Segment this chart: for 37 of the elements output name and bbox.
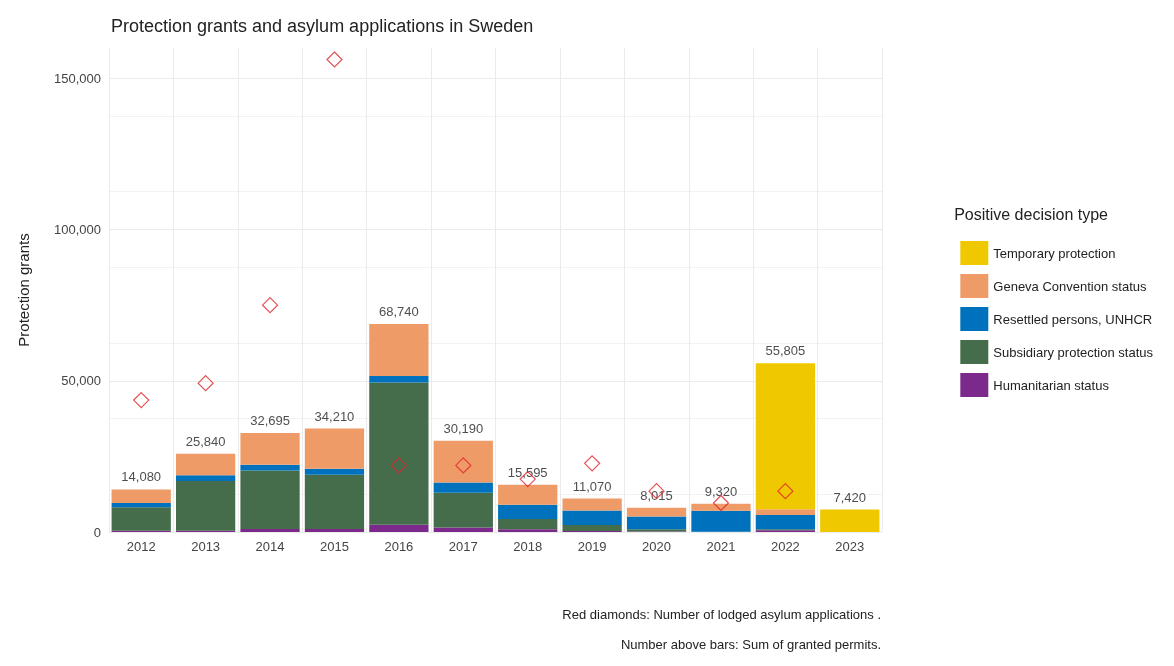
x-tick-label: 2016 xyxy=(384,539,414,554)
x-tick-label: 2021 xyxy=(706,539,736,554)
legend-label: Temporary protection xyxy=(993,245,1116,261)
chart-title: Protection grants and asylum applications in Sweden xyxy=(111,16,534,36)
text: Number above bars: Sum of granted permits. xyxy=(620,637,881,652)
total-label: 55,805 xyxy=(765,343,806,359)
x-tick-label: 2015 xyxy=(320,539,349,554)
text: Red diamonds: Number of lodged asylum applications . xyxy=(562,607,881,622)
total-label: 34,210 xyxy=(314,408,355,424)
total-label: 25,840 xyxy=(185,433,226,449)
legend-title: Positive decision type xyxy=(954,205,1109,223)
total-label: 68,740 xyxy=(378,304,419,320)
total-label: 7,420 xyxy=(833,489,867,505)
x-tick-label: 2018 xyxy=(513,539,543,554)
legend-label: Resettled persons, UNHCR xyxy=(993,311,1153,327)
y-tick-label: 0 xyxy=(93,524,101,540)
y-tick-label: 100,000 xyxy=(54,222,101,237)
total-label: 15,595 xyxy=(507,464,548,480)
legend-label: Humanitarian status xyxy=(993,377,1110,393)
x-tick-label: 2017 xyxy=(448,539,478,554)
y-tick-label: 50,000 xyxy=(61,373,101,389)
total-label: 14,080 xyxy=(121,469,162,485)
x-tick-label: 2013 xyxy=(191,539,221,554)
x-tick-label: 2019 xyxy=(577,539,607,554)
x-tick-label: 2020 xyxy=(642,539,671,554)
legend-label: Subsidiary protection status xyxy=(993,344,1154,360)
total-label: 9,320 xyxy=(704,483,738,499)
x-tick-label: 2014 xyxy=(255,539,285,554)
y-tick-label: 150,000 xyxy=(54,70,101,86)
total-label: 32,695 xyxy=(250,413,290,429)
legend-label: Geneva Convention status xyxy=(993,278,1148,294)
x-tick-label: 2012 xyxy=(126,539,156,554)
total-label: 30,190 xyxy=(443,420,484,436)
x-tick-label: 2023 xyxy=(835,539,865,554)
total-label: 11,070 xyxy=(572,478,612,494)
y-axis-title: Protection grants xyxy=(15,233,32,347)
x-tick-label: 2022 xyxy=(770,539,800,554)
